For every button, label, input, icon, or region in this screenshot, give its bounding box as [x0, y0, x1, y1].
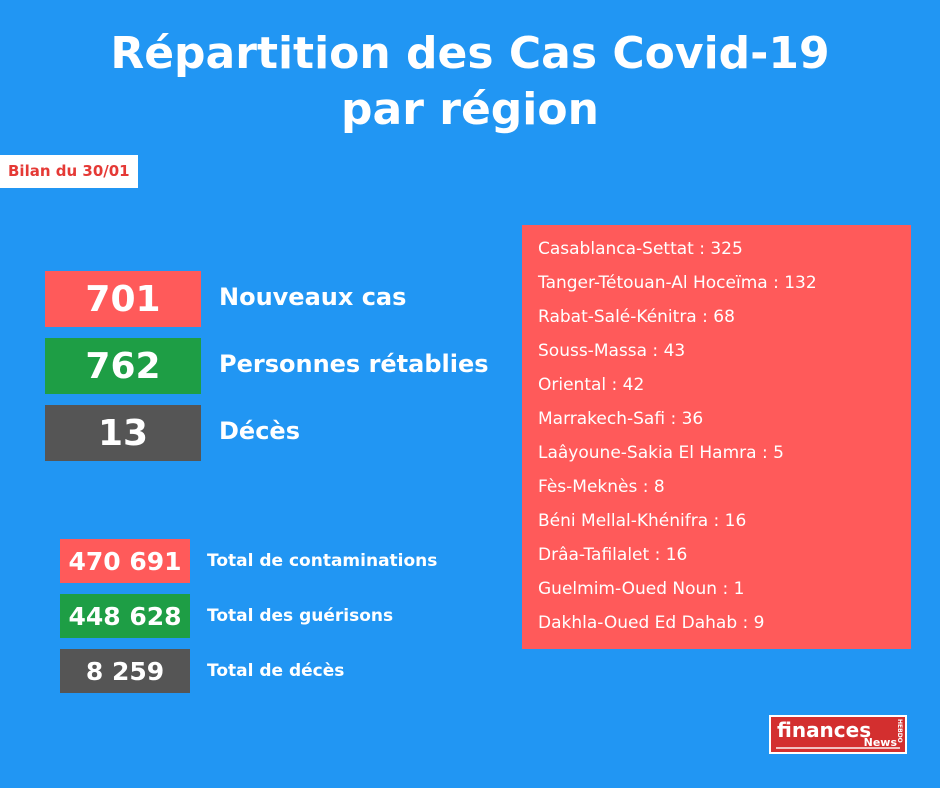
deaths-value: 13	[45, 405, 201, 461]
region-item: Souss-Massa : 43	[538, 341, 686, 361]
region-item: Marrakech-Safi : 36	[538, 409, 704, 429]
title-line-1: Répartition des Cas Covid-19	[110, 28, 830, 79]
page-title: Répartition des Cas Covid-19 par région	[0, 26, 940, 138]
region-list: Casablanca-Settat : 325 Tanger-Tétouan-A…	[522, 225, 911, 649]
total-contaminations-label: Total de contaminations	[207, 551, 438, 571]
region-item: Oriental : 42	[538, 375, 645, 395]
deaths-label: Décès	[219, 417, 300, 445]
finances-news-logo: finances News HEBDO	[769, 715, 907, 754]
region-item: Dakhla-Oued Ed Dahab : 9	[538, 613, 765, 633]
new-cases-label: Nouveaux cas	[219, 283, 407, 311]
logo-underline	[776, 747, 900, 749]
total-deaths-label: Total de décès	[207, 661, 345, 681]
logo-word-finances: finances	[777, 718, 872, 742]
region-item: Drâa-Tafilalet : 16	[538, 545, 688, 565]
new-cases-value: 701	[45, 271, 201, 327]
region-item: Fès-Meknès : 8	[538, 477, 665, 497]
logo-word-news: News	[863, 736, 897, 749]
date-badge: Bilan du 30/01	[0, 155, 138, 188]
total-deaths-value: 8 259	[60, 649, 190, 693]
title-line-2: par région	[341, 84, 599, 135]
logo-word-hebdo: HEBDO	[896, 719, 903, 743]
recovered-value: 762	[45, 338, 201, 394]
recovered-label: Personnes rétablies	[219, 350, 489, 378]
total-recoveries-value: 448 628	[60, 594, 190, 638]
region-item: Rabat-Salé-Kénitra : 68	[538, 307, 735, 327]
region-item: Casablanca-Settat : 325	[538, 239, 743, 259]
region-item: Tanger-Tétouan-Al Hoceïma : 132	[538, 273, 817, 293]
region-item: Béni Mellal-Khénifra : 16	[538, 511, 747, 531]
region-item: Laâyoune-Sakia El Hamra : 5	[538, 443, 784, 463]
total-recoveries-label: Total des guérisons	[207, 606, 394, 626]
total-contaminations-value: 470 691	[60, 539, 190, 583]
region-item: Guelmim-Oued Noun : 1	[538, 579, 745, 599]
